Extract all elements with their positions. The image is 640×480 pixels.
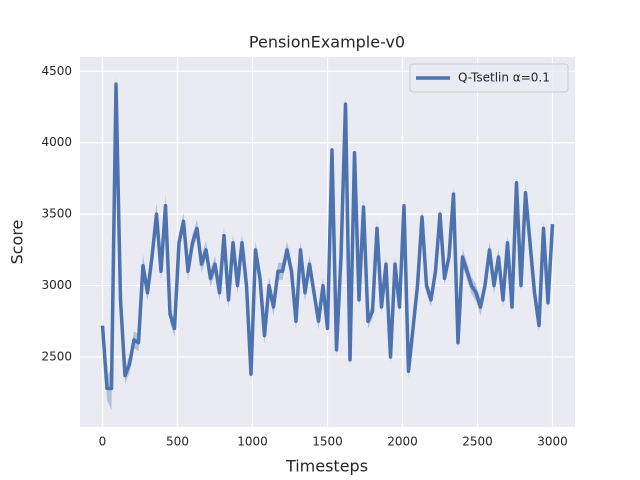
x-tick-label: 1000 — [237, 435, 268, 449]
y-axis-label: Score — [8, 220, 27, 265]
y-tick-label: 3500 — [41, 207, 72, 221]
line — [100, 82, 555, 391]
x-tick-label: 500 — [166, 435, 189, 449]
x-tick-label: 1500 — [312, 435, 343, 449]
x-tick-label: 2500 — [462, 435, 493, 449]
y-tick-label: 2500 — [41, 350, 72, 364]
x-tick-label: 0 — [99, 435, 107, 449]
y-tick-label: 3000 — [41, 278, 72, 292]
x-axis-label: Timesteps — [285, 457, 368, 476]
y-tick-label: 4500 — [41, 64, 72, 78]
x-tick-label: 3000 — [537, 435, 568, 449]
y-tick-label: 4000 — [41, 135, 72, 149]
x-tick-label: 2000 — [387, 435, 418, 449]
legend-box — [409, 63, 569, 93]
chart-title: PensionExample-v0 — [249, 33, 405, 52]
legend-label: Q-Tsetlin α=0.1 — [458, 71, 550, 85]
